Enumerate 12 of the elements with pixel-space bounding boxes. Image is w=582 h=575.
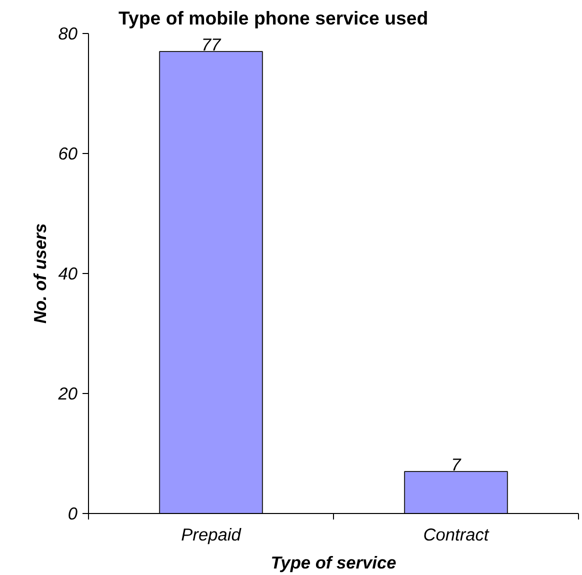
y-tick-label: 20 (57, 384, 78, 404)
y-tick-label: 60 (58, 144, 78, 164)
x-tick-label: Prepaid (181, 524, 242, 544)
data-label: 77 (201, 34, 222, 54)
x-axis-title: Type of service (270, 552, 397, 572)
y-axis-title: No. of users (30, 223, 50, 324)
y-tick-label: 80 (58, 24, 78, 44)
chart-title: Type of mobile phone service used (118, 8, 428, 28)
y-tick-label: 40 (58, 264, 78, 284)
data-label: 7 (451, 454, 462, 474)
y-tick-label: 0 (68, 504, 78, 524)
x-tick-label: Contract (423, 524, 490, 544)
